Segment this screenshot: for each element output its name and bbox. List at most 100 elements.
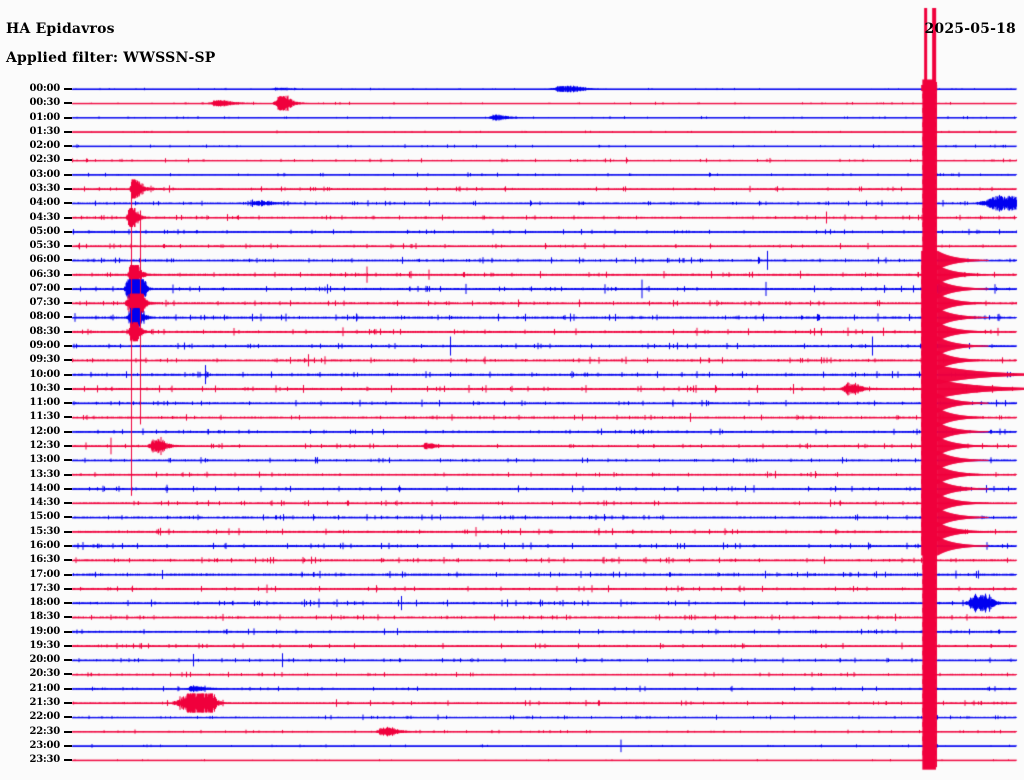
time-tick-mark (64, 502, 72, 505)
time-tick-label: 01:00 (29, 111, 60, 123)
time-tick-label: 13:30 (29, 468, 60, 480)
time-tick-label: 21:30 (29, 697, 60, 709)
time-tick-label: 19:00 (29, 625, 60, 637)
time-tick-mark (64, 687, 72, 690)
date-label: 2025-05-18 (924, 21, 1016, 37)
time-tick-label: 14:00 (29, 482, 60, 494)
time-tick-label: 11:00 (29, 397, 60, 409)
time-tick-mark (64, 230, 72, 233)
time-tick-mark (64, 373, 72, 376)
time-tick-mark (64, 116, 72, 119)
time-tick-mark (64, 273, 72, 276)
time-tick-label: 20:00 (29, 654, 60, 666)
time-tick-label: 11:30 (29, 411, 60, 423)
time-tick-mark (64, 145, 72, 148)
time-tick-mark (64, 287, 72, 290)
time-tick-label: 04:30 (29, 211, 60, 223)
time-tick-label: 22:00 (29, 711, 60, 723)
time-tick-label: 02:30 (29, 154, 60, 166)
time-tick-mark (64, 616, 72, 619)
time-tick-label: 22:30 (29, 725, 60, 737)
time-tick-label: 04:00 (29, 197, 60, 209)
time-tick-mark (64, 759, 72, 762)
time-tick-label: 10:30 (29, 382, 60, 394)
time-tick-label: 07:00 (29, 282, 60, 294)
time-tick-label: 07:30 (29, 297, 60, 309)
time-tick-label: 00:00 (29, 83, 60, 94)
time-tick-mark (64, 302, 72, 305)
applied-filter-label: Applied filter: WWSSN-SP (6, 50, 216, 66)
time-tick-label: 17:00 (29, 568, 60, 580)
time-tick-mark (64, 730, 72, 733)
time-tick-mark (64, 359, 72, 362)
time-tick-label: 21:00 (29, 682, 60, 694)
time-tick-label: 06:00 (29, 254, 60, 266)
time-tick-mark (64, 587, 72, 590)
time-tick-mark (64, 202, 72, 205)
time-tick-label: 13:00 (29, 454, 60, 466)
time-tick-label: 08:30 (29, 325, 60, 337)
time-tick-label: 05:30 (29, 240, 60, 252)
time-tick-mark (64, 345, 72, 348)
time-tick-mark (64, 573, 72, 576)
time-tick-label: 02:00 (29, 140, 60, 152)
time-axis: 00:00 00:30 01:00 01:30 02:00 02:30 03:00 03:30… (0, 0, 72, 780)
time-tick-mark (64, 330, 72, 333)
time-tick-label: 17:30 (29, 582, 60, 594)
time-tick-mark (64, 445, 72, 447)
time-tick-mark (64, 644, 72, 647)
time-tick-mark (64, 487, 72, 490)
time-tick-mark (64, 173, 72, 176)
time-tick-mark (64, 702, 72, 705)
time-tick-mark (64, 130, 72, 133)
time-tick-label: 05:00 (29, 225, 60, 237)
time-tick-mark (64, 102, 72, 105)
time-tick-label: 01:30 (29, 125, 60, 137)
time-tick-label: 09:00 (29, 340, 60, 352)
time-tick-label: 18:30 (29, 611, 60, 623)
time-tick-mark (64, 473, 72, 476)
time-tick-label: 12:00 (29, 425, 60, 437)
time-tick-mark (64, 630, 72, 633)
time-tick-mark (64, 402, 72, 405)
time-tick-mark (64, 259, 72, 262)
time-tick-mark (64, 673, 72, 676)
time-tick-label: 15:00 (29, 511, 60, 523)
time-tick-label: 19:30 (29, 639, 60, 651)
time-tick-label: 23:30 (29, 754, 60, 766)
time-tick-label: 06:30 (29, 268, 60, 280)
time-tick-mark (64, 716, 72, 719)
time-tick-label: 16:00 (29, 539, 60, 551)
time-tick-label: 03:30 (29, 182, 60, 194)
time-tick-label: 08:00 (29, 311, 60, 323)
page-title: HA Epidavros (6, 21, 115, 37)
time-tick-label: 18:00 (29, 597, 60, 609)
time-tick-label: 15:30 (29, 525, 60, 537)
time-tick-mark (64, 387, 72, 390)
time-tick-mark (64, 744, 72, 747)
time-tick-mark (64, 530, 72, 533)
time-tick-label: 03:00 (29, 168, 60, 180)
time-tick-label: 20:30 (29, 668, 60, 680)
time-tick-label: 09:30 (29, 354, 60, 366)
time-tick-label: 10:00 (29, 368, 60, 380)
time-tick-mark (64, 216, 72, 219)
time-tick-mark (64, 659, 72, 662)
time-tick-mark (64, 88, 72, 90)
time-tick-mark (64, 544, 72, 547)
time-tick-mark (64, 516, 72, 519)
time-tick-label: 23:00 (29, 739, 60, 751)
time-tick-label: 12:30 (29, 440, 60, 451)
time-tick-mark (64, 159, 72, 162)
time-tick-mark (64, 602, 72, 605)
time-tick-mark (64, 430, 72, 433)
time-tick-label: 14:30 (29, 497, 60, 509)
time-tick-mark (64, 459, 72, 462)
time-tick-mark (64, 416, 72, 419)
time-tick-mark (64, 559, 72, 562)
time-tick-label: 16:30 (29, 554, 60, 566)
time-tick-label: 00:30 (29, 97, 60, 109)
time-tick-mark (64, 187, 72, 190)
